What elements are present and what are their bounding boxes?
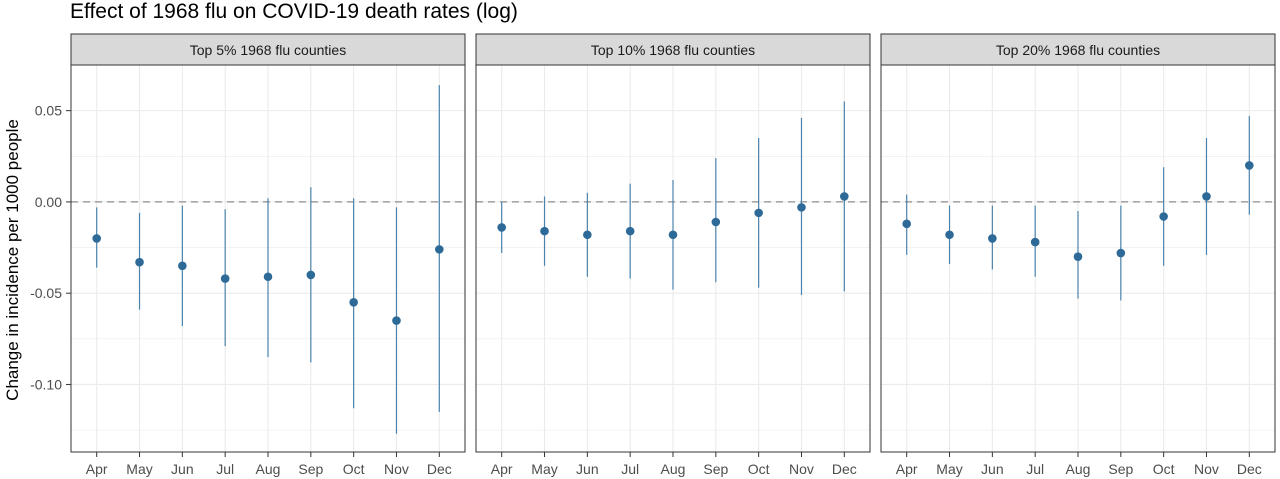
data-point	[497, 223, 506, 232]
x-tick-label: Oct	[748, 461, 770, 477]
x-tick-label: Apr	[896, 461, 918, 477]
facet-panel: Top 20% 1968 flu counties Apr May Jun Jul Aug…	[880, 33, 1276, 477]
x-tick-label: Jul	[621, 461, 639, 477]
data-point	[306, 270, 316, 280]
x-tick-label: Nov	[384, 461, 409, 477]
x-tick-label: Nov	[789, 461, 814, 477]
facet-strip	[880, 33, 1276, 66]
y-axis: 0.05 0.00 -0.05 -0.10	[30, 103, 71, 392]
x-tick-label: Oct	[1153, 461, 1175, 477]
data-point	[625, 226, 635, 236]
data-point	[902, 219, 911, 229]
data-point	[668, 230, 678, 240]
x-tick-label: Aug	[1066, 461, 1091, 477]
y-tick-label: 0.05	[35, 103, 62, 119]
data-point	[840, 192, 849, 201]
x-tick-label: Sep	[298, 461, 323, 477]
y-tick-label: -0.10	[30, 376, 62, 392]
x-tick-label: Jun	[576, 461, 599, 477]
x-tick-label: Apr	[491, 461, 513, 477]
facet-strip	[475, 33, 871, 66]
facet-panel: Top 5% 1968 flu counties Apr May Jun Jul Aug S…	[70, 33, 466, 477]
x-tick-label: Jun	[171, 461, 194, 477]
facet-strip-label: Top 20% 1968 flu counties	[996, 42, 1160, 58]
x-tick-label: Aug	[661, 461, 686, 477]
chart-title: Effect of 1968 flu on COVID-19 death rat…	[70, 0, 518, 23]
data-point	[797, 203, 806, 212]
x-tick-label: Dec	[832, 461, 857, 477]
x-tick-label: May	[936, 461, 962, 477]
data-point	[220, 274, 230, 283]
data-point	[583, 230, 592, 240]
data-point	[945, 230, 954, 240]
data-point	[1116, 248, 1126, 258]
facet-panel: Top 10% 1968 flu counties Apr May Jun Jul Aug…	[475, 33, 871, 477]
x-tick-label: Nov	[1194, 461, 1219, 477]
x-tick-label: Jul	[1026, 461, 1044, 477]
x-tick-label: Sep	[703, 461, 728, 477]
data-point	[92, 234, 101, 243]
data-point	[392, 316, 401, 325]
x-tick-label: Sep	[1108, 461, 1133, 477]
x-tick-label: Dec	[427, 461, 452, 477]
data-point	[1159, 212, 1168, 221]
x-tick-label: Jun	[981, 461, 1004, 477]
data-point	[178, 261, 187, 271]
data-point	[1030, 237, 1040, 247]
facet-strip-label: Top 10% 1968 flu counties	[591, 42, 755, 58]
x-tick-label: Dec	[1237, 461, 1262, 477]
data-point	[1202, 192, 1211, 201]
data-point	[1073, 252, 1083, 261]
data-point	[711, 217, 721, 227]
y-axis-title-group: Change in incidence per 1000 people	[3, 119, 22, 401]
x-tick-label: Oct	[343, 461, 365, 477]
data-point	[540, 226, 549, 236]
y-axis-title: Change in incidence per 1000 people	[3, 119, 22, 401]
data-point	[263, 272, 273, 282]
y-tick-label: -0.05	[30, 285, 62, 301]
data-point	[988, 234, 997, 243]
facet-strip-label: Top 5% 1968 flu counties	[190, 42, 346, 58]
data-point	[1245, 161, 1254, 170]
data-point	[754, 208, 763, 218]
x-tick-label: May	[126, 461, 152, 477]
data-point	[349, 298, 358, 307]
facet-panels: Top 5% 1968 flu counties Apr May Jun Jul Aug S…	[70, 33, 1276, 477]
y-tick-label: 0.00	[35, 194, 62, 210]
x-tick-label: May	[531, 461, 557, 477]
facet-strip	[70, 33, 466, 66]
data-point	[135, 257, 144, 267]
data-point	[435, 245, 444, 254]
x-tick-label: Apr	[86, 461, 108, 477]
x-tick-label: Jul	[216, 461, 234, 477]
x-tick-label: Aug	[256, 461, 281, 477]
